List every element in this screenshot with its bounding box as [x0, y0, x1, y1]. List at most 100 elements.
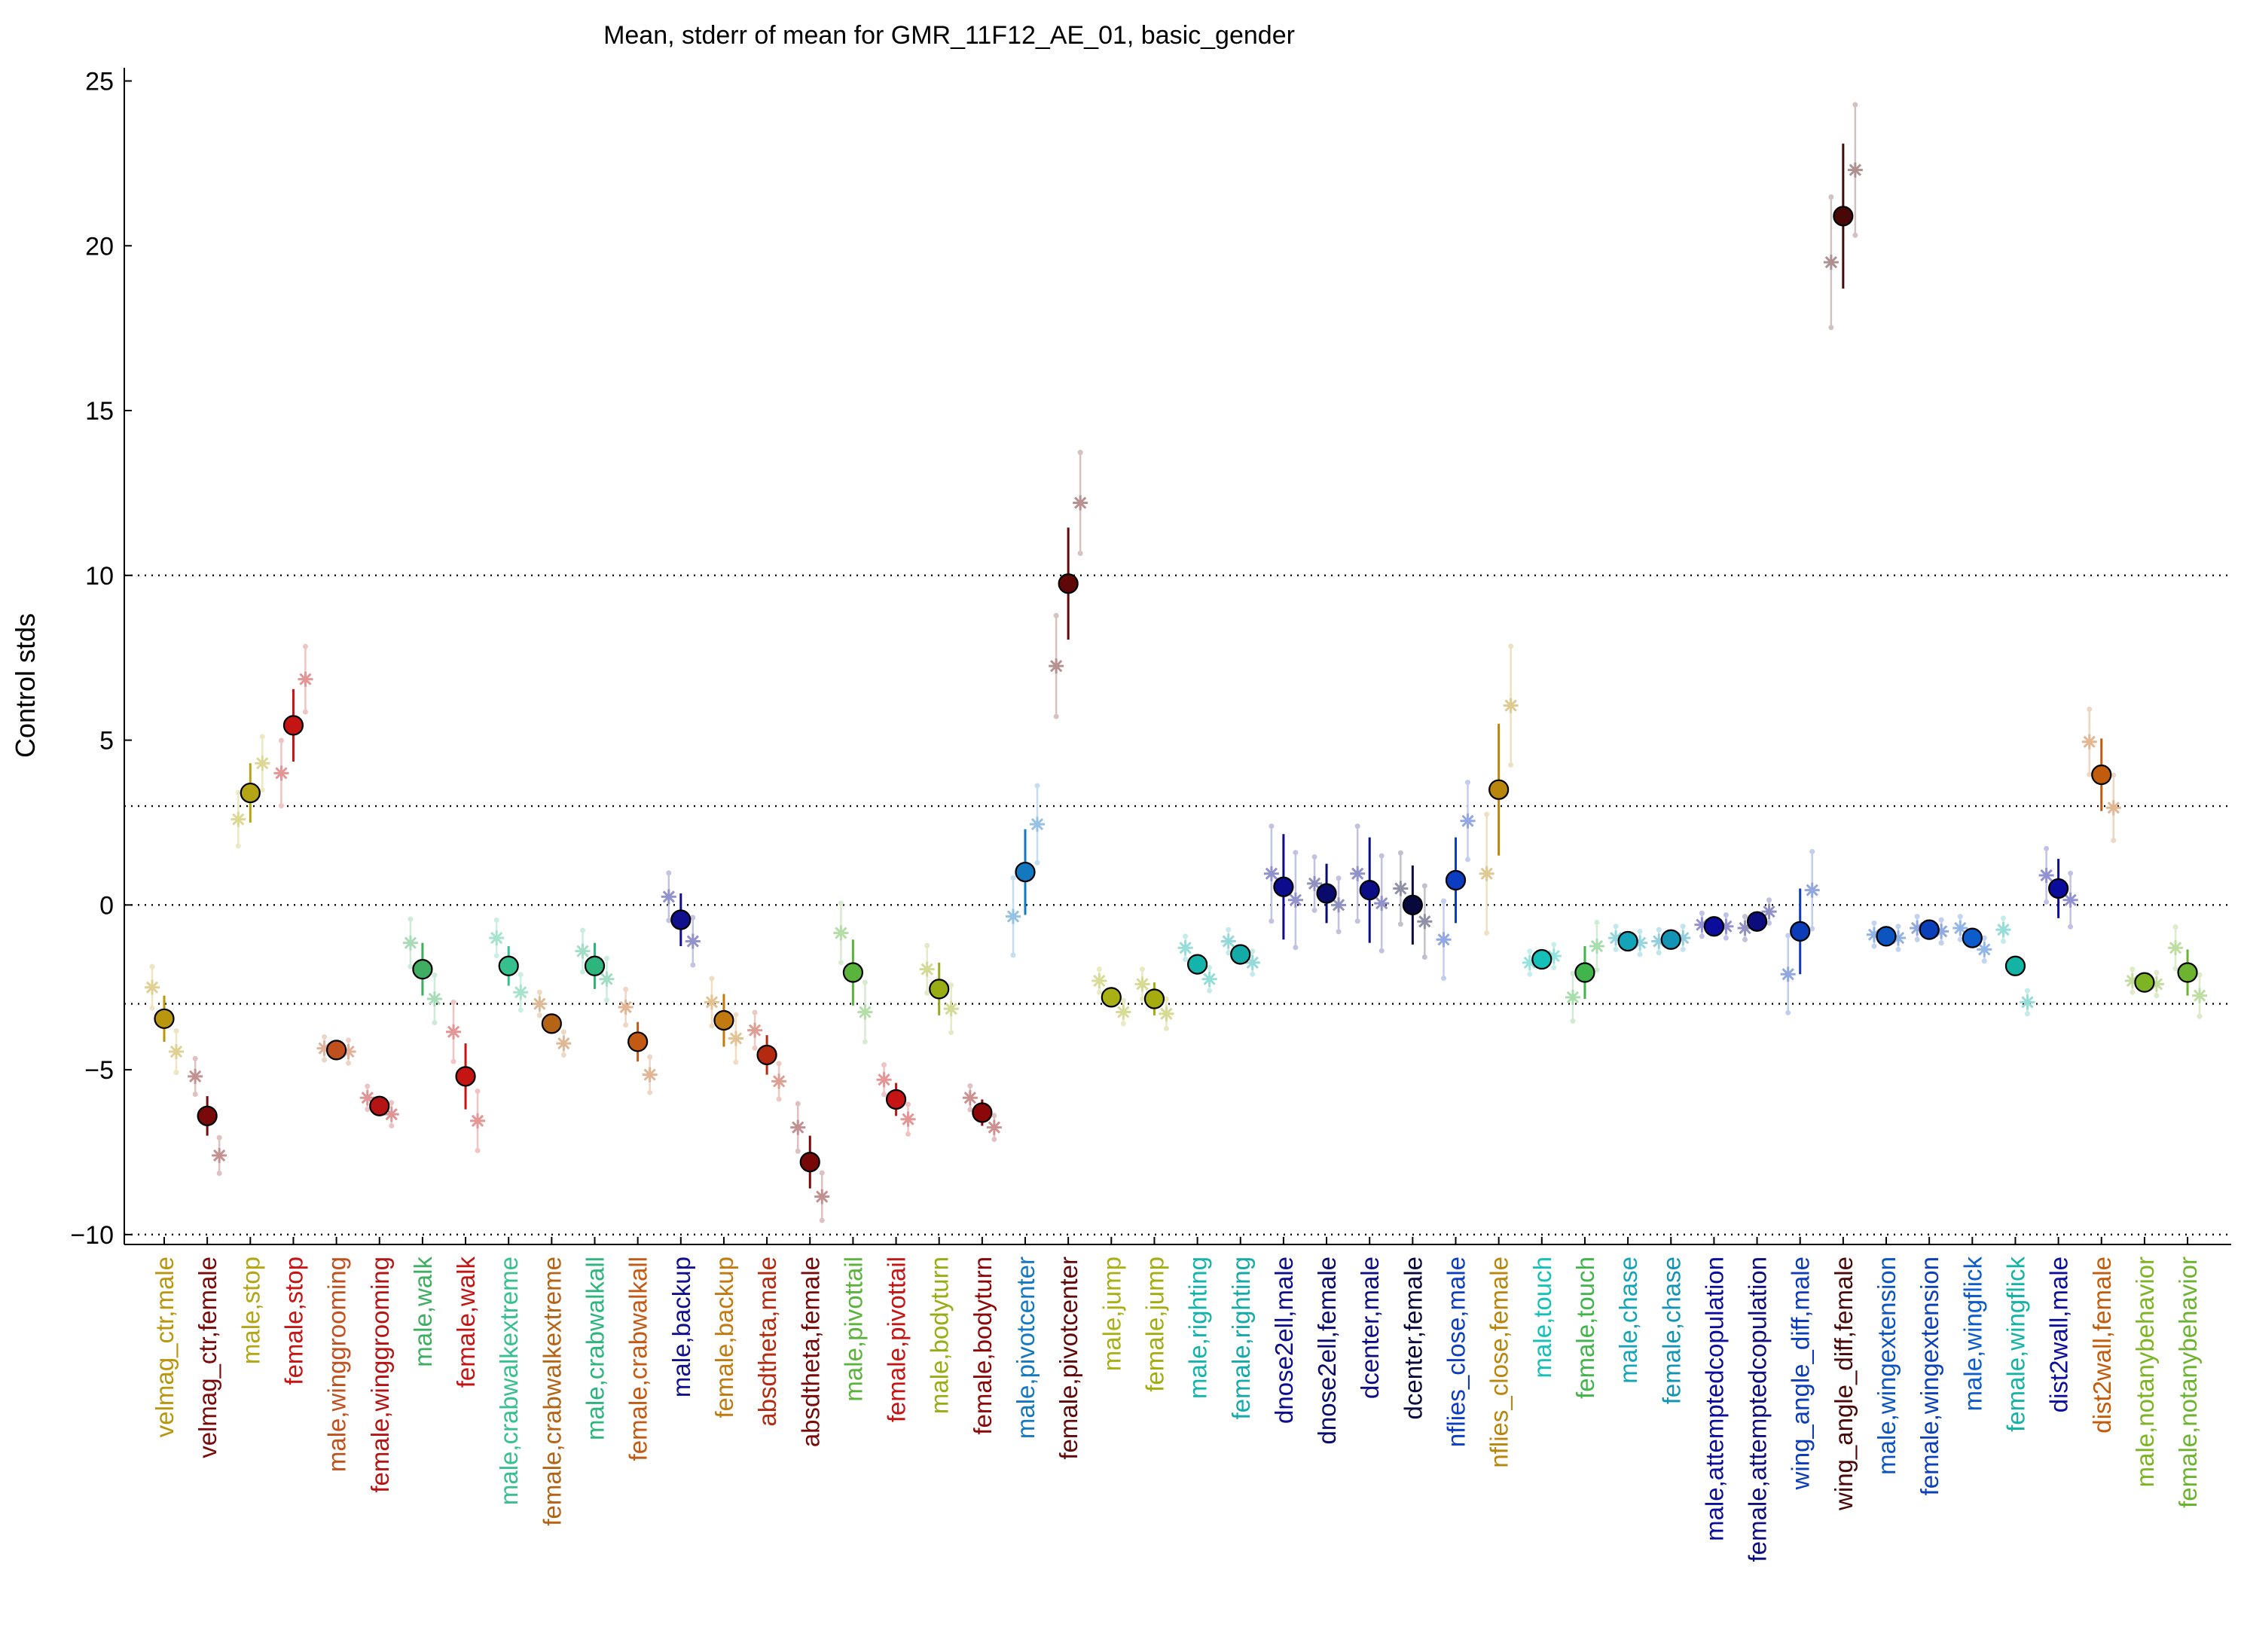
experiment-error-dot	[1938, 917, 1944, 923]
experiment-error-dot	[518, 972, 524, 978]
y-tick-label: 20	[85, 232, 114, 261]
y-tick-label: 5	[99, 727, 114, 756]
experiment-error-dot	[666, 918, 672, 924]
experiment-error-dot	[259, 734, 265, 740]
asterisk-stroke	[600, 973, 613, 985]
mean-marker	[1402, 894, 1423, 915]
experiment-error-dot	[1397, 850, 1403, 856]
category-group	[1479, 643, 1519, 936]
experiment-error-dot	[235, 843, 241, 849]
asterisk-stroke	[447, 1025, 460, 1038]
asterisk-stroke	[792, 1121, 805, 1134]
category-group	[145, 963, 184, 1076]
category-group	[790, 1101, 830, 1223]
experiment-error-dot	[2087, 706, 2093, 712]
asterisk-stroke	[1375, 897, 1388, 910]
experiment-error-dot	[216, 1134, 222, 1141]
experiment-error-dot	[1354, 918, 1360, 924]
experiment-marker	[426, 991, 442, 1007]
experiment-error-dot	[862, 1039, 868, 1045]
experiment-marker	[1436, 932, 1452, 948]
category-group	[1995, 915, 2035, 1017]
x-tick-label: male,notanybehavior	[2131, 1257, 2159, 1487]
experiment-error-dot	[1207, 988, 1213, 994]
experiment-error-dot	[1895, 946, 1901, 952]
experiment-error-dot	[819, 1170, 825, 1176]
x-tick-label: male,chase	[1614, 1257, 1642, 1384]
x-tick-label: dnose2ell,male	[1270, 1257, 1298, 1424]
asterisk-stroke	[1203, 973, 1216, 985]
experiment-marker	[1049, 658, 1064, 674]
x-tick-label: wing_angle_diff,male	[1787, 1257, 1815, 1490]
experiment-marker	[513, 985, 529, 1000]
asterisk-stroke	[1160, 1007, 1173, 1020]
mean-marker	[1746, 911, 1768, 932]
experiment-error-dot	[1957, 936, 1963, 942]
y-axis-label: Control stds	[10, 613, 41, 758]
experiment-error-dot	[752, 1045, 758, 1051]
experiment-marker	[2020, 994, 2035, 1010]
experiment-error-dot	[1269, 823, 1275, 829]
experiment-error-dot	[536, 1012, 542, 1018]
mean-marker	[885, 1089, 907, 1110]
x-tick-label: dist2wall,female	[2088, 1257, 2116, 1434]
category-group	[1307, 853, 1347, 935]
asterisk-stroke	[1590, 939, 1604, 953]
x-tick-label: nflies_close,female	[1485, 1257, 1513, 1468]
asterisk-stroke	[772, 1075, 786, 1088]
asterisk-stroke	[1394, 882, 1407, 895]
x-tick-label: male,bodyturn	[926, 1257, 954, 1414]
experiment-error-dot	[1354, 823, 1360, 829]
experiment-error-dot	[1183, 957, 1189, 963]
experiment-error-dot	[1914, 914, 1920, 920]
experiment-error-dot	[1207, 964, 1213, 970]
category-group	[1780, 848, 1820, 1015]
experiment-error-dot	[1397, 921, 1403, 927]
experiment-error-dot	[1120, 1021, 1126, 1027]
mean-marker	[541, 1013, 562, 1034]
asterisk-stroke	[878, 1073, 890, 1086]
experiment-marker	[1761, 904, 1777, 920]
asterisk-stroke	[835, 927, 847, 939]
asterisk-stroke	[256, 757, 269, 770]
experiment-error-dot	[302, 709, 308, 715]
category-group	[1177, 933, 1217, 994]
category-group	[962, 1083, 1002, 1142]
mean-marker	[455, 1066, 476, 1087]
experiment-error-dot	[1250, 971, 1256, 977]
experiment-error-dot	[991, 1136, 997, 1142]
experiment-error-dot	[475, 1147, 481, 1153]
mean-marker	[2091, 764, 2112, 786]
asterisk-stroke	[1978, 943, 1991, 956]
x-tick-label: velmag_ctr,male	[151, 1257, 179, 1437]
experiment-error-dot	[1527, 971, 1533, 977]
asterisk-stroke	[1093, 974, 1106, 988]
asterisk-stroke	[2193, 989, 2206, 1002]
x-tick-label: female,chase	[1657, 1257, 1685, 1404]
experiment-marker	[599, 971, 615, 987]
experiment-error-dot	[1723, 935, 1729, 941]
x-tick-label: female,pivottail	[883, 1257, 911, 1422]
experiment-error-dot	[302, 643, 308, 649]
experiment-error-dot	[1421, 954, 1427, 960]
asterisk-stroke	[2169, 942, 2182, 954]
asterisk-stroke	[428, 992, 441, 1006]
experiment-error-dot	[2087, 771, 2093, 777]
experiment-error-dot	[924, 942, 930, 948]
x-tick-label: female,touch	[1571, 1257, 1599, 1399]
experiment-error-dot	[1785, 933, 1791, 939]
asterisk-stroke	[514, 986, 527, 999]
experiment-marker	[661, 889, 676, 905]
reference-lines	[124, 574, 2231, 1236]
asterisk-stroke	[1351, 867, 1364, 880]
mean-marker	[1703, 916, 1724, 937]
experiment-error-dot	[1594, 920, 1600, 926]
experiment-marker	[790, 1119, 806, 1135]
category-group	[1867, 920, 1906, 952]
experiment-error-dot	[1441, 975, 1446, 981]
experiment-marker	[876, 1072, 892, 1088]
experiment-marker	[1134, 976, 1150, 992]
category-group	[919, 942, 959, 1036]
category-group	[1910, 914, 1949, 946]
asterisk-stroke	[748, 1024, 762, 1037]
